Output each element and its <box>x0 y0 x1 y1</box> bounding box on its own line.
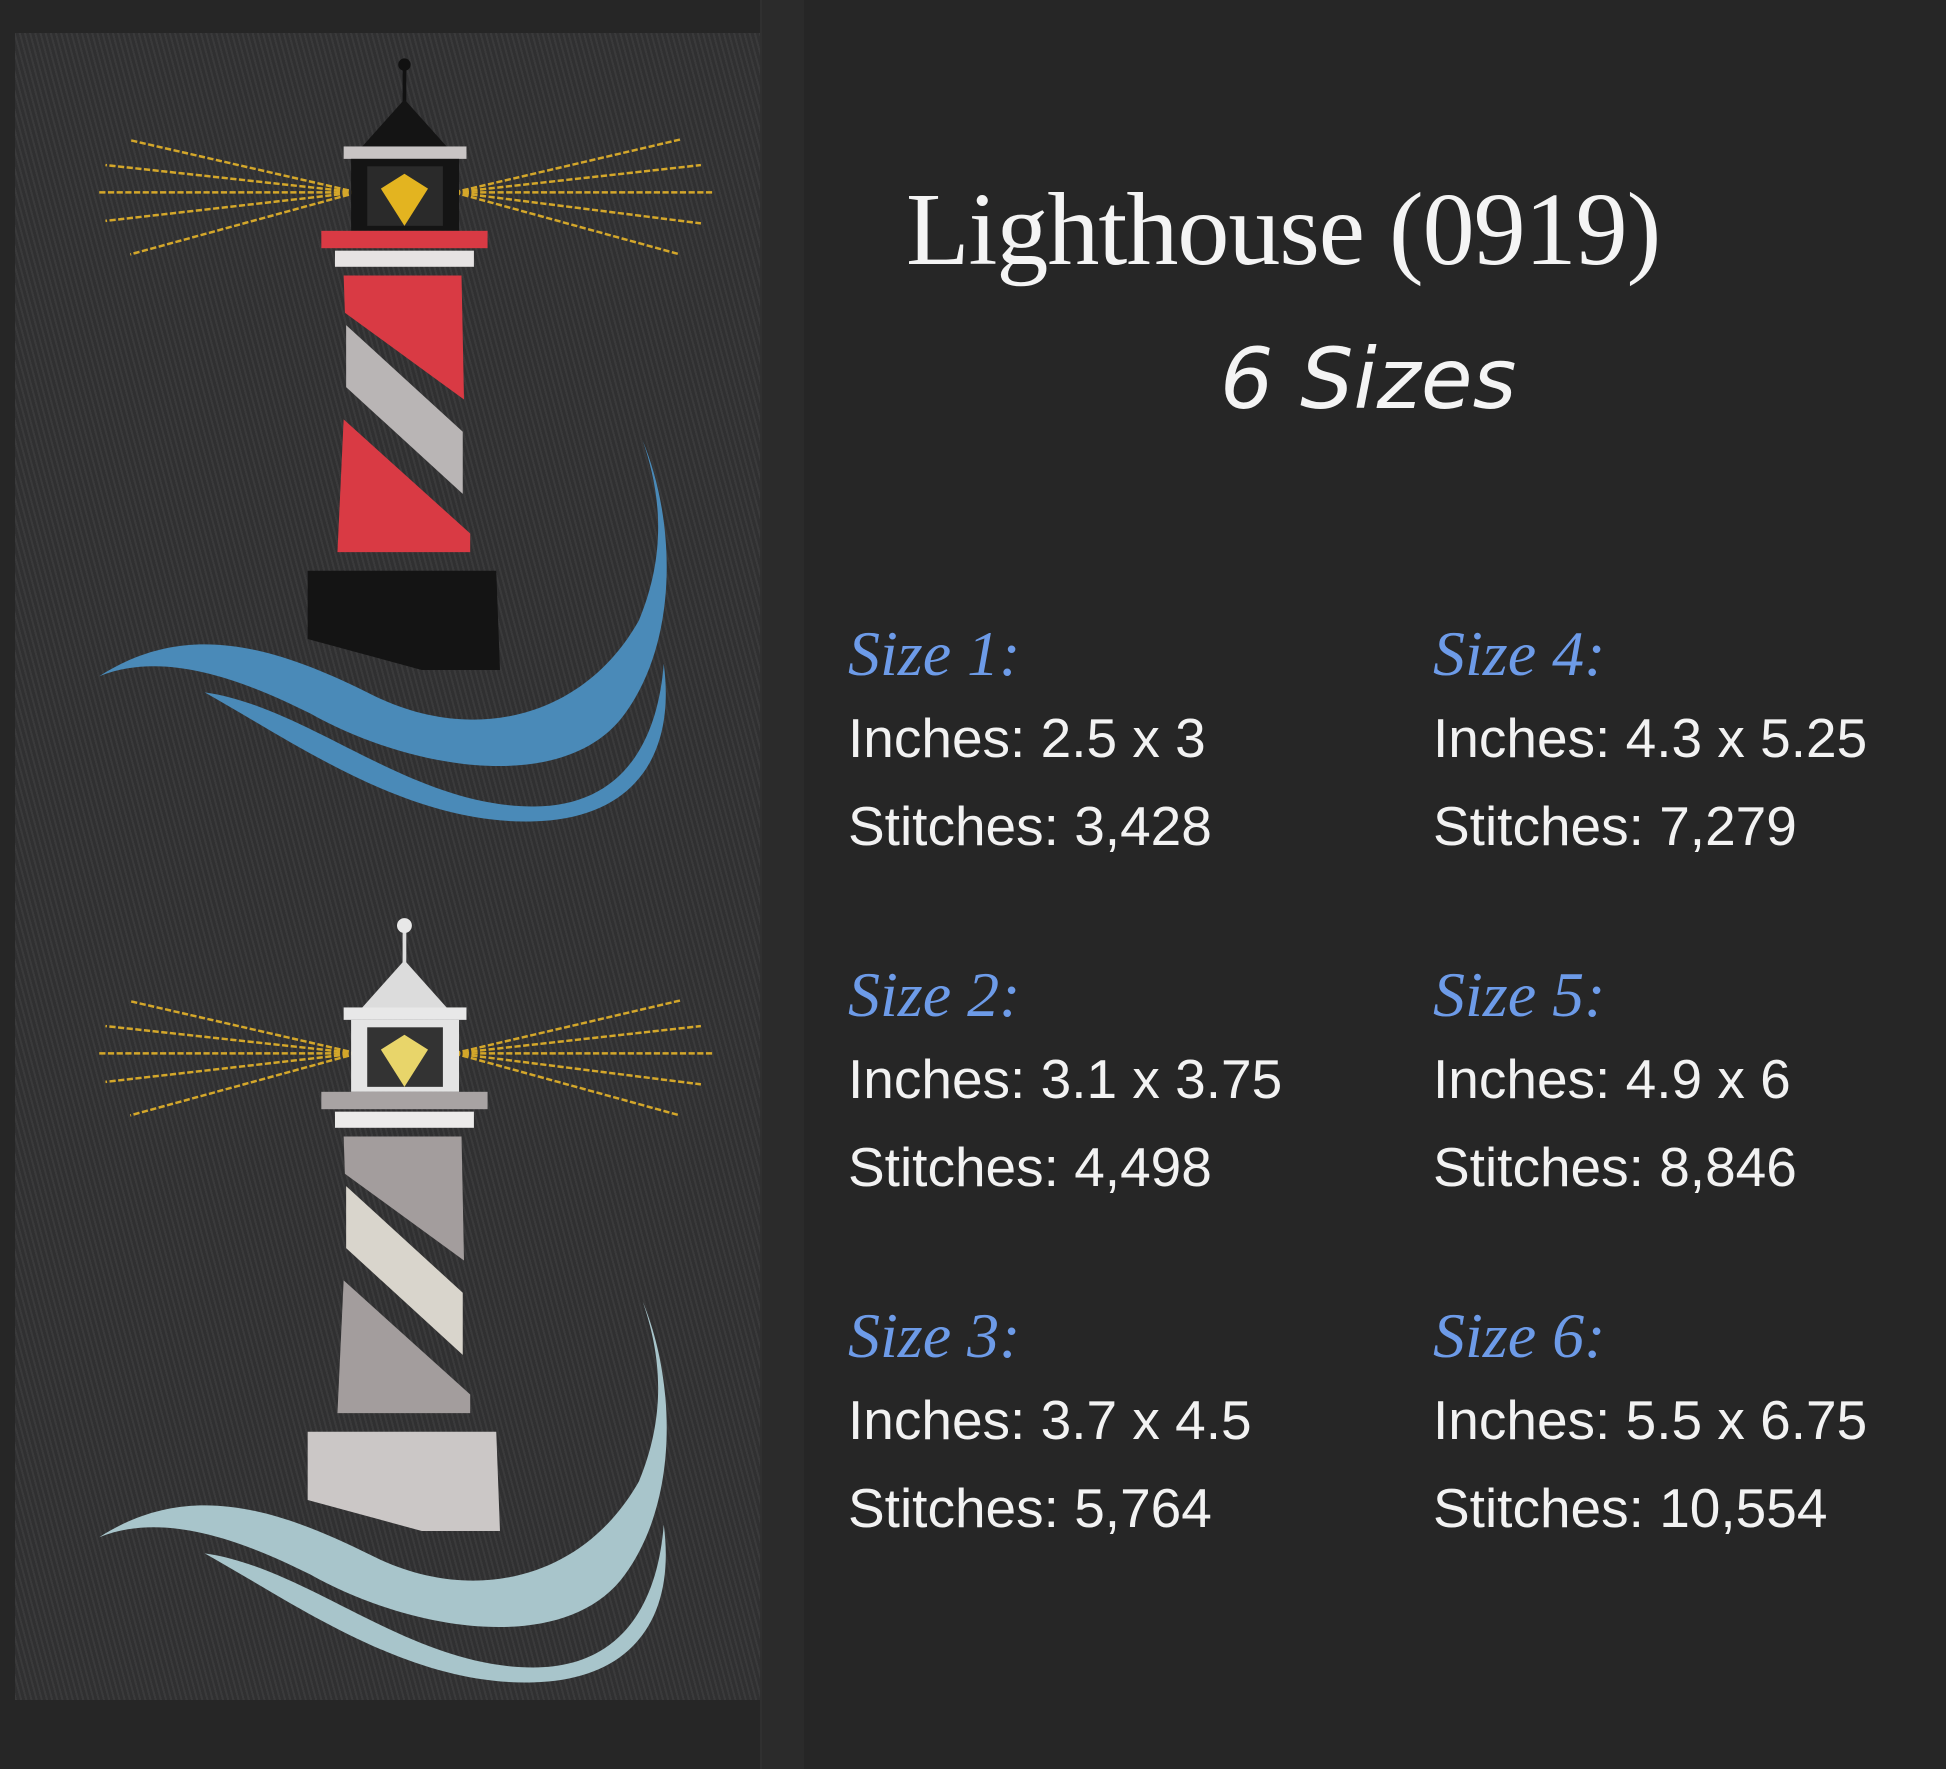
size-label: Size 1: <box>848 618 1021 689</box>
size-inches: Inches: 3.7 x 4.5 <box>848 1389 1252 1451</box>
size-label: Size 4: <box>1433 618 1606 689</box>
size-label: Size 5: <box>1433 959 1606 1030</box>
size-inches: Inches: 5.5 x 6.75 <box>1433 1389 1868 1451</box>
size-label: Size 2: <box>848 959 1021 1030</box>
size-stitches: Stitches: 10,554 <box>1433 1477 1828 1539</box>
size-stitches: Stitches: 5,764 <box>848 1477 1212 1539</box>
size-block-1: Size 1: Inches: 2.5 x 3 Stitches: 3,428 <box>848 622 1348 870</box>
size-stitches: Stitches: 4,498 <box>848 1136 1212 1198</box>
divider-strip <box>760 0 804 1769</box>
size-label: Size 3: <box>848 1300 1021 1371</box>
lighthouse-red <box>95 58 715 822</box>
lighthouse-gray <box>95 918 715 1683</box>
size-stitches: Stitches: 7,279 <box>1433 795 1797 857</box>
size-block-6: Size 6: Inches: 5.5 x 6.75 Stitches: 10,… <box>1433 1304 1933 1552</box>
size-inches: Inches: 4.9 x 6 <box>1433 1048 1791 1110</box>
page-title: Lighthouse (0919) <box>906 172 1661 287</box>
size-stitches: Stitches: 3,428 <box>848 795 1212 857</box>
size-block-3: Size 3: Inches: 3.7 x 4.5 Stitches: 5,76… <box>848 1304 1348 1552</box>
size-inches: Inches: 4.3 x 5.25 <box>1433 707 1868 769</box>
size-label: Size 6: <box>1433 1300 1606 1371</box>
size-block-5: Size 5: Inches: 4.9 x 6 Stitches: 8,846 <box>1433 963 1933 1211</box>
page-subtitle: 6 Sizes <box>1220 330 1517 428</box>
size-inches: Inches: 3.1 x 3.75 <box>848 1048 1283 1110</box>
size-inches: Inches: 2.5 x 3 <box>848 707 1206 769</box>
size-block-4: Size 4: Inches: 4.3 x 5.25 Stitches: 7,2… <box>1433 622 1933 870</box>
size-block-2: Size 2: Inches: 3.1 x 3.75 Stitches: 4,4… <box>848 963 1348 1211</box>
size-stitches: Stitches: 8,846 <box>1433 1136 1797 1198</box>
lighthouse-embroidery-images <box>95 58 715 1683</box>
